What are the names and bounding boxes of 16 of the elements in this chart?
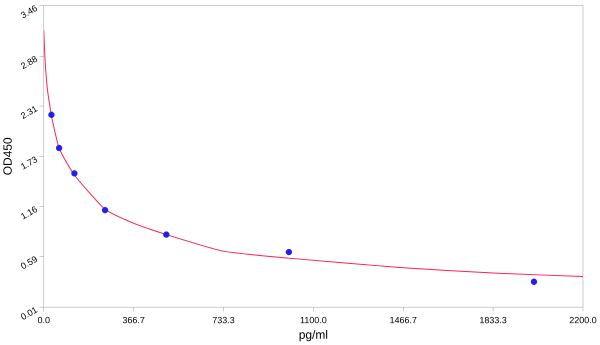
y-tick-label: 1.16 (21, 206, 38, 220)
x-tick-label: 1466.7 (390, 317, 416, 324)
x-tick-label: 733.3 (212, 317, 234, 324)
y-tick-label: 1.73 (21, 156, 38, 170)
y-axis-title: OD450 (3, 138, 12, 175)
y-tick-label: 2.88 (20, 56, 38, 70)
x-tick-label: 2200.0 (570, 317, 596, 324)
x-tick-label: 366.7 (122, 317, 144, 324)
y-tick-label: 2.31 (20, 106, 38, 120)
x-axis-title: pg/ml (300, 330, 328, 342)
x-tick-label: 0.0 (38, 317, 50, 324)
x-tick-label: 1833.3 (480, 317, 506, 324)
y-tick-label: 3.46 (20, 6, 38, 18)
x-tick-label: 1100.0 (300, 317, 326, 324)
y-tick-label: 0.59 (20, 256, 37, 269)
y-tick-label: 0.01 (20, 307, 38, 320)
